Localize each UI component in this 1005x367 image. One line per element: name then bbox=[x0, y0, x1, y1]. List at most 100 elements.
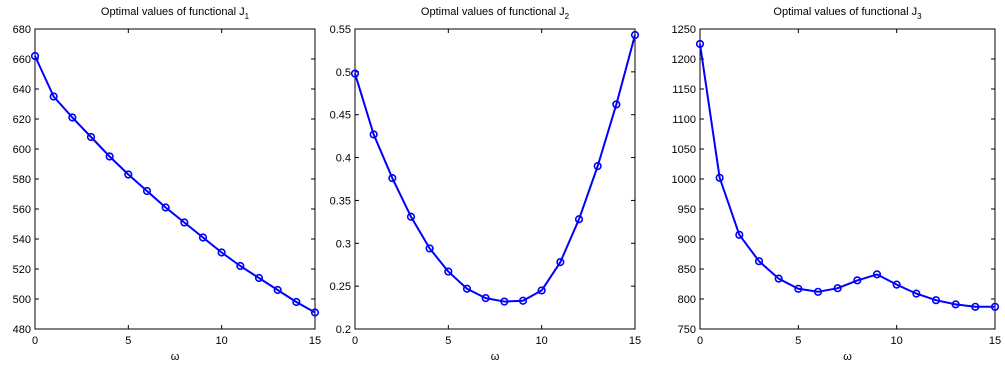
plot-frame bbox=[34, 28, 316, 330]
series-line bbox=[699, 43, 995, 308]
data-point bbox=[68, 113, 77, 122]
y-tick-label: 540 bbox=[13, 234, 31, 246]
data-point bbox=[537, 286, 546, 295]
y-tick-label: 0.3 bbox=[336, 238, 351, 250]
y-tick-label: 900 bbox=[678, 234, 696, 246]
x-tick-label: 10 bbox=[536, 335, 548, 347]
chart-title: Optimal values of functional J1 bbox=[101, 6, 250, 21]
data-point bbox=[444, 267, 453, 276]
data-point bbox=[292, 297, 301, 307]
x-axis-label: ω bbox=[171, 351, 180, 363]
y-tick-label: 620 bbox=[13, 114, 31, 126]
series-line bbox=[34, 55, 316, 314]
data-point bbox=[853, 276, 862, 285]
x-tick-label: 15 bbox=[309, 335, 321, 347]
y-tick-label: 0.45 bbox=[330, 110, 351, 122]
data-point bbox=[612, 100, 621, 109]
data-point bbox=[556, 258, 565, 267]
y-tick-label: 0.35 bbox=[330, 195, 351, 207]
y-tick-label: 0.2 bbox=[336, 324, 351, 336]
chart-title-main: Optimal values of functional J bbox=[101, 6, 245, 18]
data-point bbox=[350, 69, 360, 78]
y-tick-label: 680 bbox=[13, 24, 31, 36]
series-line bbox=[354, 34, 636, 303]
data-point bbox=[754, 257, 764, 266]
chart-title-main: Optimal values of functional J bbox=[421, 6, 565, 18]
data-point bbox=[481, 294, 490, 303]
data-point bbox=[833, 284, 842, 293]
data-point bbox=[931, 296, 941, 305]
data-point bbox=[794, 284, 803, 293]
y-tick-label: 660 bbox=[13, 54, 31, 66]
x-tick-label: 0 bbox=[32, 335, 38, 347]
data-point bbox=[630, 30, 640, 40]
data-point bbox=[198, 233, 208, 242]
data-point bbox=[236, 261, 245, 271]
x-axis-label: ω bbox=[491, 351, 500, 363]
data-point bbox=[180, 218, 189, 227]
chart-title: Optimal values of functional J3 bbox=[773, 6, 922, 21]
data-point bbox=[593, 162, 602, 171]
x-tick-label: 10 bbox=[891, 335, 903, 347]
y-tick-label: 800 bbox=[678, 294, 696, 306]
x-tick-label: 5 bbox=[795, 335, 801, 347]
data-point bbox=[254, 273, 264, 283]
y-tick-label: 1000 bbox=[672, 174, 696, 186]
y-tick-label: 0.4 bbox=[336, 153, 351, 165]
data-point bbox=[774, 274, 783, 283]
y-tick-label: 480 bbox=[13, 324, 31, 336]
x-tick-label: 0 bbox=[697, 335, 703, 347]
data-point bbox=[872, 270, 882, 279]
y-tick-label: 0.25 bbox=[330, 281, 351, 293]
data-point bbox=[142, 186, 152, 196]
y-tick-label: 1150 bbox=[672, 84, 696, 96]
data-point bbox=[369, 130, 378, 139]
data-point bbox=[273, 285, 282, 295]
chart-title: Optimal values of functional J2 bbox=[421, 6, 570, 21]
y-tick-label: 950 bbox=[678, 204, 696, 216]
data-point bbox=[161, 203, 170, 212]
data-point bbox=[518, 296, 528, 305]
x-tick-label: 5 bbox=[445, 335, 451, 347]
data-point bbox=[49, 92, 58, 101]
data-point bbox=[86, 132, 96, 142]
data-point bbox=[425, 244, 434, 253]
data-point bbox=[217, 248, 226, 257]
data-point bbox=[892, 280, 901, 289]
chart-panel-1: 480 500 520 540 560 580 600 620 640 660 680 0 5 10 15 ω… bbox=[13, 6, 321, 363]
data-point bbox=[574, 215, 584, 224]
x-tick-label: 15 bbox=[629, 335, 641, 347]
y-tick-label: 850 bbox=[678, 264, 696, 276]
chart-title-subscript: 3 bbox=[917, 12, 922, 21]
chart-panel-3: 750 800 850 900 950 1000 1050 1100 1150 1200 1250 0… bbox=[672, 6, 1002, 363]
data-point bbox=[500, 297, 509, 306]
x-tick-label: 10 bbox=[216, 335, 228, 347]
y-tick-label: 600 bbox=[13, 144, 31, 156]
plot-frame bbox=[354, 28, 636, 330]
y-tick-label: 500 bbox=[13, 294, 31, 306]
data-point bbox=[406, 212, 416, 221]
y-tick-label: 520 bbox=[13, 264, 31, 276]
y-tick-label: 1050 bbox=[672, 144, 696, 156]
y-tick-label: 580 bbox=[13, 174, 31, 186]
data-point bbox=[30, 51, 40, 61]
y-tick-label: 640 bbox=[13, 84, 31, 96]
y-tick-label: 1200 bbox=[672, 54, 696, 66]
data-point bbox=[715, 173, 724, 182]
y-tick-label: 1250 bbox=[672, 24, 696, 36]
data-point bbox=[124, 170, 133, 179]
y-tick-label: 560 bbox=[13, 204, 31, 216]
chart-title-subscript: 1 bbox=[245, 12, 250, 21]
chart-title-main: Optimal values of functional J bbox=[773, 6, 917, 18]
y-tick-label: 0.5 bbox=[336, 67, 351, 79]
y-tick-label: 0.55 bbox=[330, 24, 351, 36]
data-point bbox=[735, 230, 744, 239]
data-point bbox=[695, 39, 705, 49]
x-tick-label: 0 bbox=[352, 335, 358, 347]
data-point bbox=[951, 300, 960, 309]
data-point bbox=[912, 289, 921, 298]
data-point bbox=[388, 174, 397, 183]
chart-title-subscript: 2 bbox=[565, 12, 570, 21]
y-tick-label: 750 bbox=[678, 324, 696, 336]
